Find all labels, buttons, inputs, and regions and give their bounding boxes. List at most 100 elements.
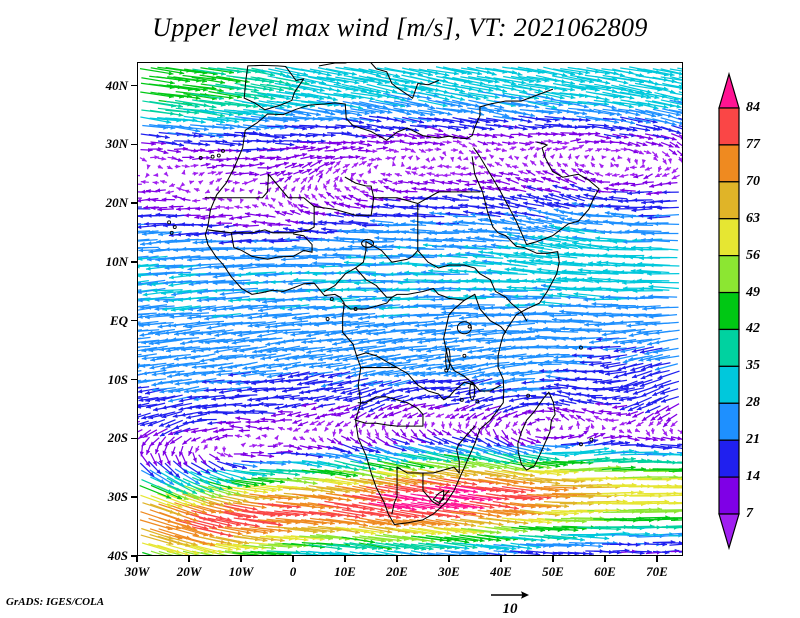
wind-vector [342, 552, 357, 555]
wind-vector [654, 517, 682, 519]
x-axis-tick [656, 556, 658, 562]
wind-vector [148, 517, 182, 530]
x-axis-tick [136, 556, 138, 562]
wind-vector [158, 528, 192, 540]
colorbar-tick-label: 42 [746, 321, 760, 337]
wind-vector [367, 552, 382, 555]
x-axis-tick [448, 556, 450, 562]
x-axis-tick-label: 60E [594, 564, 616, 579]
wind-vector [341, 536, 376, 544]
y-axis-tick-label: 30N [105, 136, 128, 152]
wind-vector [551, 536, 586, 542]
wind-vector [460, 502, 495, 510]
wind-vector-field [138, 66, 682, 555]
y-axis-tick-label: 20N [105, 195, 128, 211]
wind-vector [678, 543, 682, 545]
wind-vector [469, 520, 504, 527]
wind-vector [426, 511, 461, 519]
x-axis-tick [344, 556, 346, 562]
wind-vector [242, 544, 277, 551]
colorbar-tick-label: 63 [746, 210, 760, 226]
wind-vector [158, 550, 174, 555]
wind-vector [402, 535, 436, 544]
wind-vector [425, 518, 460, 527]
wind-vector [450, 511, 485, 519]
wind-vector [486, 509, 520, 517]
wind-vector [399, 551, 426, 555]
y-axis-tick [131, 378, 137, 381]
wind-vector [668, 525, 682, 528]
wind-vector [326, 511, 360, 519]
x-axis-tick [604, 556, 606, 562]
y-axis-tick [131, 320, 137, 322]
wind-vector [274, 535, 309, 542]
x-axis-tick [500, 556, 502, 562]
y-axis-tick [131, 84, 137, 87]
wind-vector [484, 544, 517, 551]
colorbar-tick-label: 49 [746, 284, 760, 300]
wind-vector [385, 510, 419, 519]
wind-vector [501, 543, 532, 551]
wind-vector [417, 527, 452, 536]
wind-vector [451, 535, 485, 543]
wind-vector [140, 534, 174, 546]
x-axis-tick-label: 0 [289, 564, 297, 579]
wind-vector [249, 520, 283, 527]
footer-credit: GrADS: IGES/COLA [6, 596, 105, 608]
wind-vector [671, 519, 682, 522]
wind-vector [544, 511, 579, 516]
wind-vector [190, 544, 224, 554]
colorbar-legend [718, 71, 740, 551]
wind-vector [183, 502, 217, 514]
wind-vector [142, 551, 153, 555]
wind-vector [366, 543, 401, 551]
wind-vector [652, 509, 682, 511]
x-axis-tick [552, 556, 554, 562]
y-axis-tick [131, 437, 137, 440]
wind-vector [367, 535, 402, 543]
colorbar-tick-label: 35 [746, 358, 760, 374]
wind-vector [351, 503, 386, 512]
wind-vector [435, 543, 470, 551]
x-axis-tick-label: 20E [386, 564, 408, 579]
wind-vector [435, 536, 470, 544]
wind-vector [166, 543, 199, 555]
wind-vector [668, 535, 682, 537]
wind-vector [140, 511, 173, 523]
wind-vector [215, 536, 250, 545]
wind-vector [149, 528, 183, 540]
wind-vector [485, 503, 519, 511]
colorbar-tick-label: 56 [746, 247, 760, 263]
wind-vector [367, 511, 401, 520]
wind-vector [267, 503, 302, 509]
wind-vector [494, 518, 529, 526]
wind-vector [578, 535, 610, 541]
y-axis-tick-label: 20S [107, 430, 128, 446]
x-axis-tick [188, 556, 190, 562]
wind-vector [234, 527, 269, 535]
wind-vector [375, 550, 403, 555]
x-axis-tick [292, 556, 294, 562]
wind-vector [149, 503, 183, 516]
wind-vector [400, 542, 434, 551]
colorbar-tick-label: 84 [746, 100, 760, 115]
x-axis-tick-label: 50E [542, 564, 564, 579]
wind-vector [576, 551, 594, 555]
colorbar-tick-label: 7 [746, 506, 753, 521]
wind-vector [486, 552, 508, 555]
wind-vector [443, 542, 478, 550]
colorbar-tick-label: 28 [746, 395, 760, 411]
y-axis-tick [131, 143, 137, 146]
wind-vector [577, 544, 604, 549]
wind-vector [141, 527, 174, 540]
x-axis-tick-label: 30E [438, 564, 460, 579]
y-axis-tick [131, 496, 137, 498]
wind-vector [157, 544, 190, 555]
x-axis-tick-label: 30W [124, 564, 150, 579]
reference-vector-label: 10 [502, 601, 518, 617]
wind-vector [334, 520, 369, 528]
wind-vector [662, 532, 682, 536]
wind-vector [158, 503, 191, 516]
wind-vector [198, 511, 232, 522]
wind-vector [250, 536, 285, 543]
